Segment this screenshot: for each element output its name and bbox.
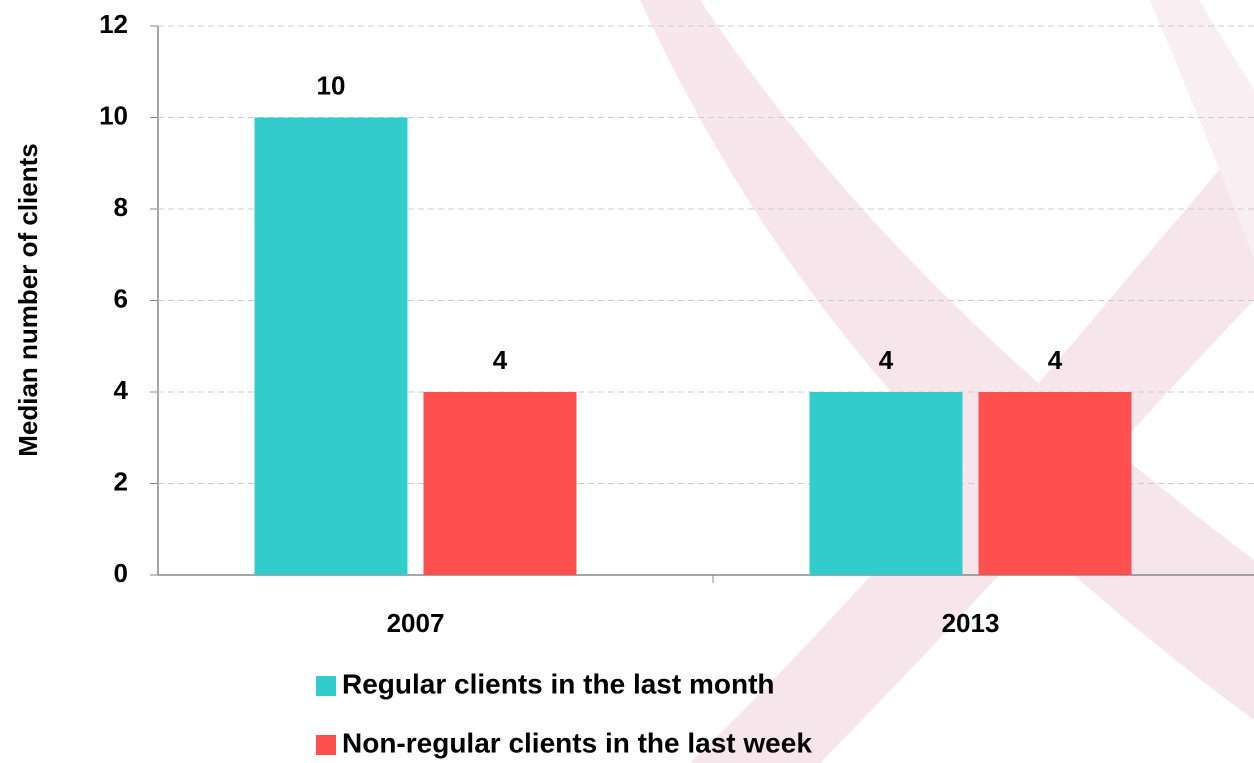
- x-tick-label: 2013: [942, 608, 1000, 638]
- bar: [255, 118, 408, 576]
- y-tick-label: 2: [114, 466, 128, 496]
- data-label: 4: [493, 345, 508, 375]
- y-tick-label: 12: [99, 9, 128, 39]
- bar: [810, 392, 963, 575]
- data-label: 10: [317, 70, 346, 100]
- data-label: 4: [1048, 345, 1063, 375]
- y-tick-label: 0: [114, 558, 128, 588]
- y-tick-label: 8: [114, 192, 128, 222]
- y-tick-label: 4: [114, 375, 129, 405]
- legend-swatch: [316, 676, 336, 696]
- legend-swatch: [316, 735, 336, 755]
- legend-label: Regular clients in the last month: [342, 668, 775, 699]
- bar: [424, 392, 577, 575]
- y-tick-label: 6: [114, 283, 128, 313]
- bar: [979, 392, 1132, 575]
- y-tick-label: 10: [99, 100, 128, 130]
- x-tick-label: 2007: [387, 608, 445, 638]
- background-ribbon: [640, 0, 1254, 763]
- y-axis-label: Median number of clients: [13, 143, 43, 457]
- chart: Median number of clients 0 2 4 6 8 10 12 2007 10…: [0, 0, 1254, 763]
- legend-label: Non-regular clients in the last week: [342, 727, 812, 758]
- data-label: 4: [879, 345, 894, 375]
